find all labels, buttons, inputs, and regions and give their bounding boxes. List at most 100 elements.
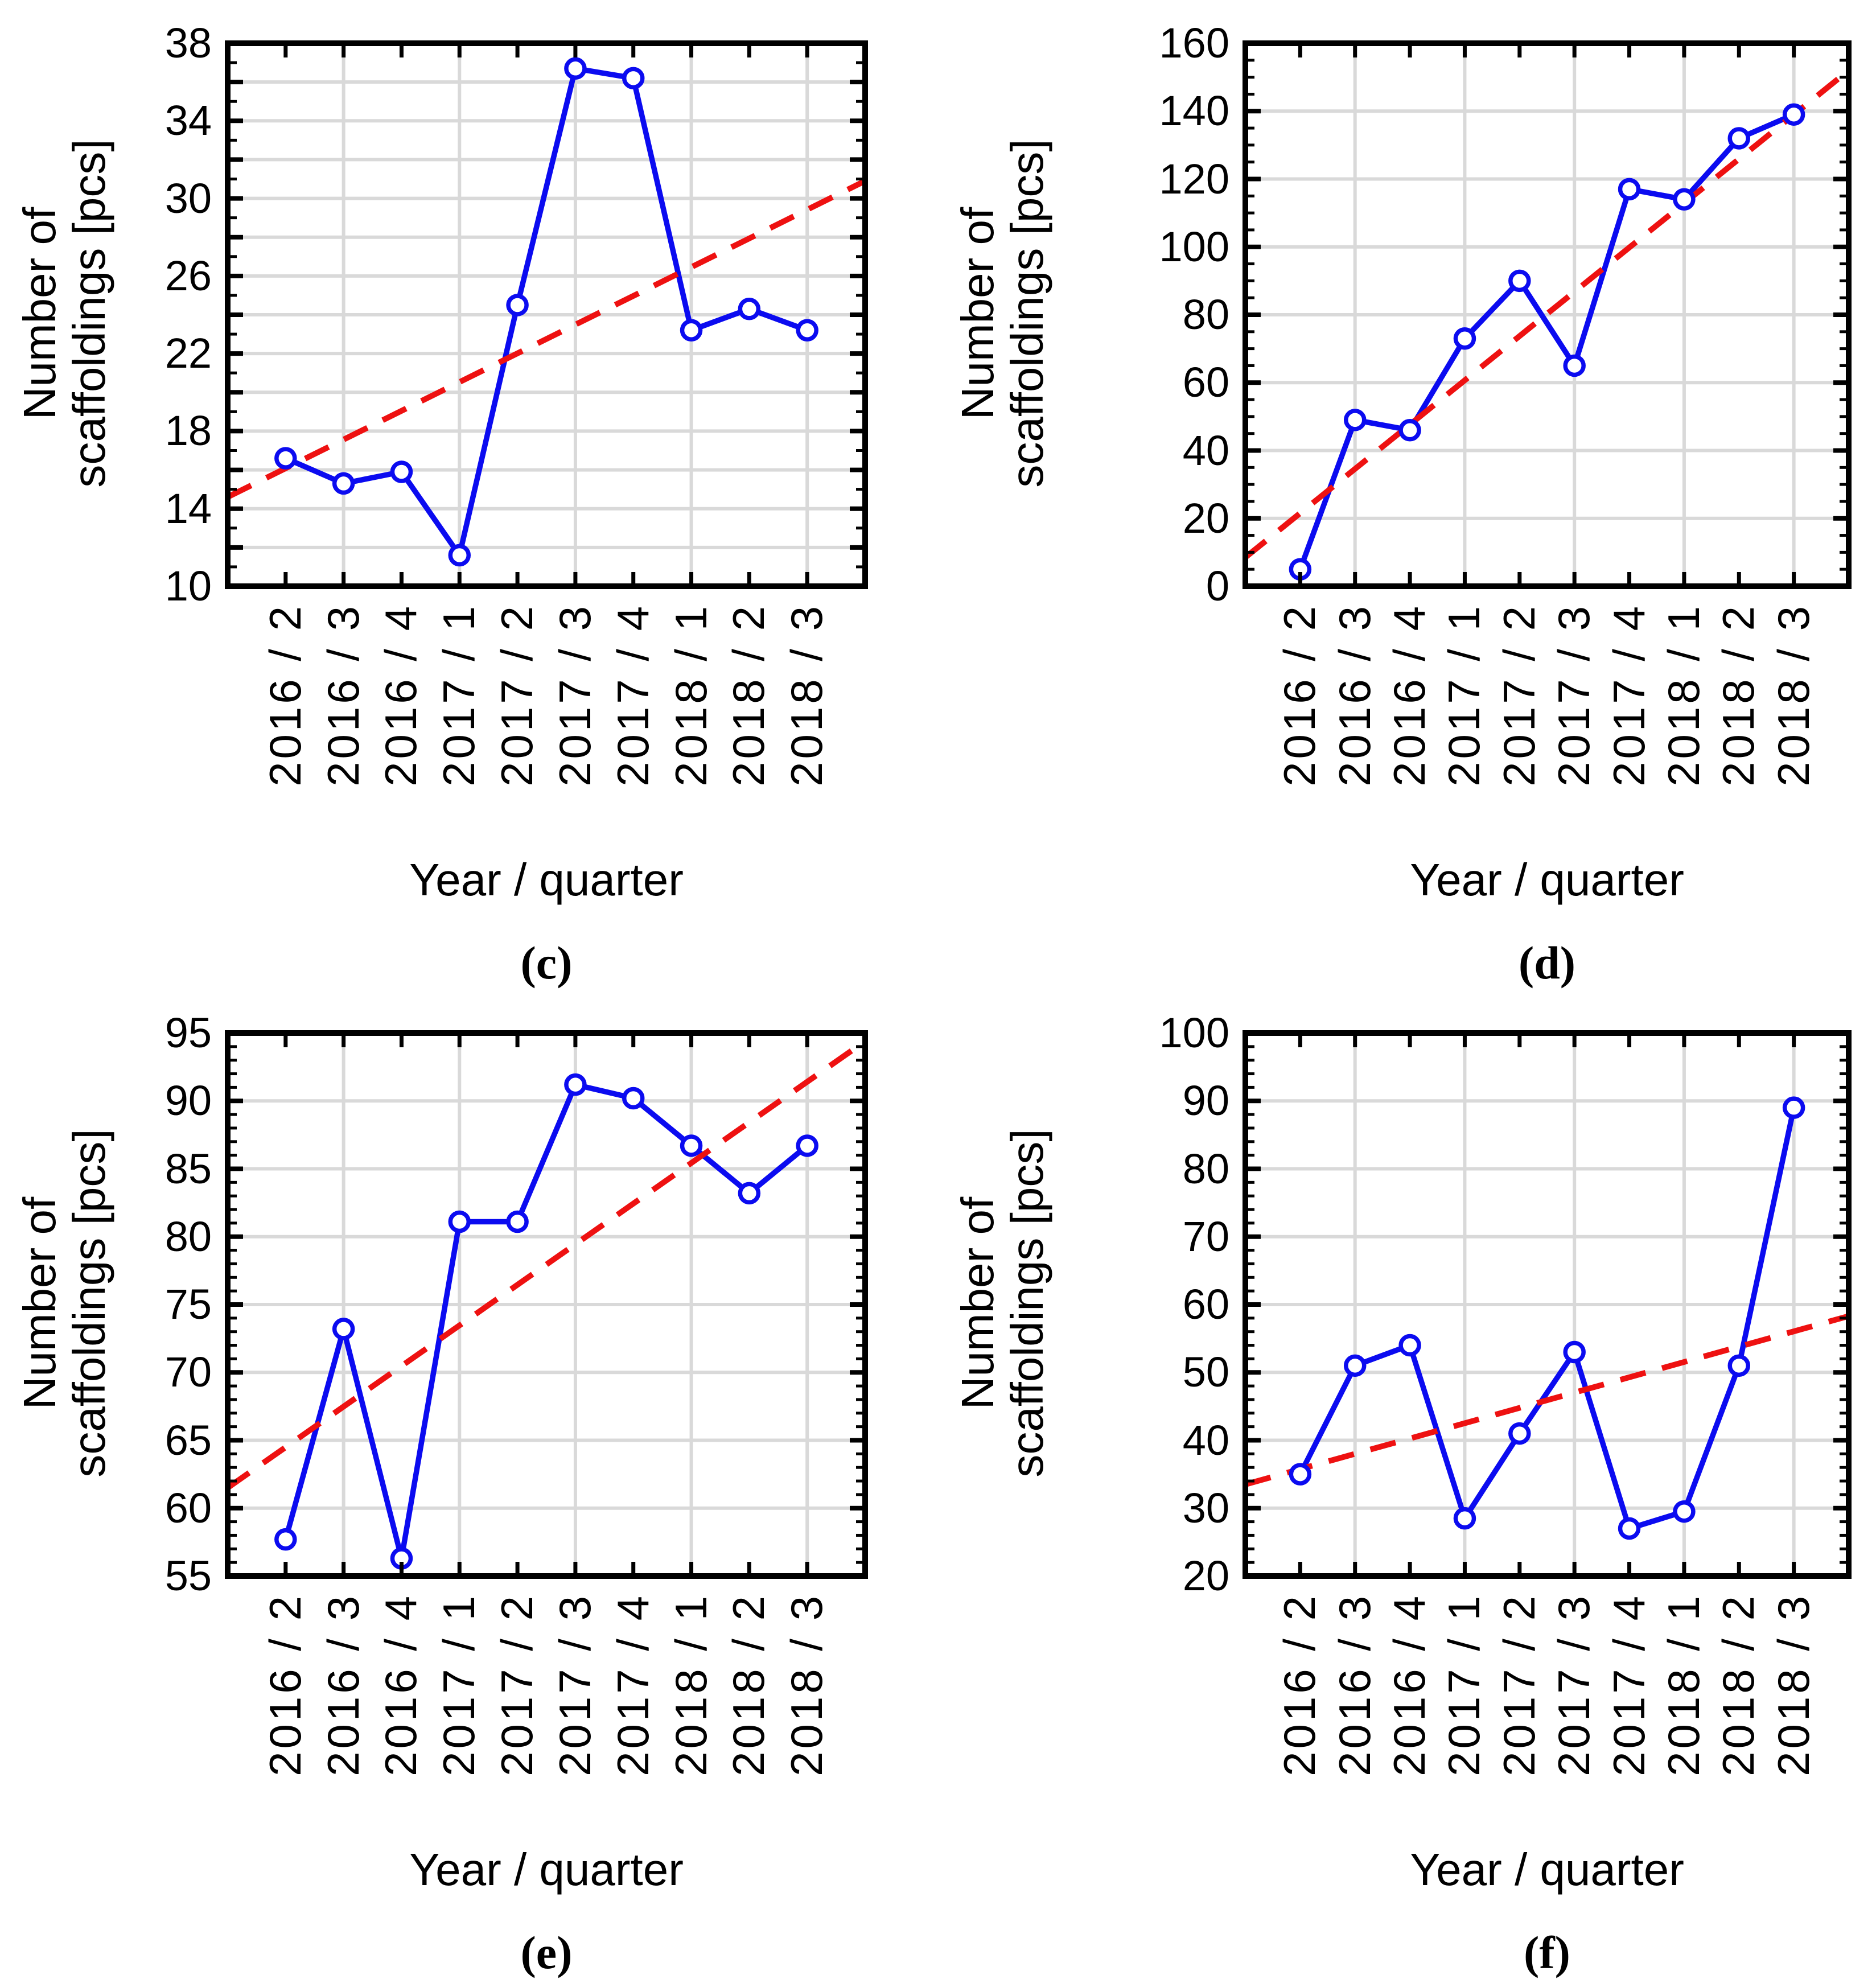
data-point-marker (448, 544, 471, 567)
y-tick-label: 90 (164, 1077, 212, 1125)
x-tick-label: 2018 / 3 (781, 1593, 832, 1776)
data-point-marker (448, 1210, 471, 1233)
data-point-marker (622, 67, 645, 90)
x-tick-label: 2017 / 3 (549, 603, 600, 787)
x-tick-label: 2017 / 3 (1549, 603, 1599, 787)
data-point-marker (738, 298, 761, 320)
y-axis-title-line2: scaffoldings [pcs] (1002, 139, 1052, 488)
data-point-marker (274, 1528, 297, 1551)
chart-canvas-d (1243, 40, 1852, 589)
x-tick-label: 2018 / 1 (1658, 1593, 1709, 1776)
y-tick-label: 95 (164, 1009, 212, 1056)
chart-panel-c: Number of scaffoldings [pcs] Year / quar… (0, 0, 938, 990)
y-tick-label: 60 (1182, 359, 1229, 406)
x-tick-label: 2016 / 3 (318, 1593, 368, 1776)
data-point-marker (796, 319, 818, 342)
x-tick-label: 2017 / 1 (434, 603, 484, 787)
plot-frame (225, 40, 868, 589)
y-tick-label: 80 (164, 1212, 212, 1260)
x-tick-label: 2016 / 4 (376, 1593, 426, 1776)
x-tick-label: 2018 / 3 (1768, 603, 1819, 787)
y-axis-title-line1: Number of (952, 1196, 1003, 1410)
y-axis-title-line1: Number of (14, 207, 65, 420)
y-tick-label: 20 (1182, 494, 1229, 542)
y-tick-label: 34 (164, 97, 212, 145)
x-tick-label: 2017 / 2 (1494, 1593, 1544, 1776)
x-tick-label: 2017 / 1 (434, 1593, 484, 1776)
y-tick-label: 60 (164, 1484, 212, 1532)
y-tick-label: 160 (1159, 19, 1229, 67)
trend-line (226, 178, 867, 500)
chart-panel-f: Number of scaffoldings [pcs] Year / quar… (938, 990, 1876, 1979)
x-axis-title: Year / quarter (409, 854, 684, 905)
x-axis-title: Year / quarter (1410, 854, 1684, 905)
y-tick-label: 10 (164, 562, 212, 610)
data-point-marker (506, 1210, 529, 1233)
y-tick-label: 30 (1182, 1484, 1229, 1532)
y-tick-label: 90 (1182, 1077, 1229, 1125)
chart-canvas-e (225, 1030, 868, 1579)
data-point-marker (332, 472, 355, 495)
x-tick-label: 2016 / 4 (1384, 1593, 1435, 1776)
x-tick-label: 2017 / 2 (1494, 603, 1544, 787)
x-tick-label: 2016 / 2 (1274, 1593, 1325, 1776)
x-tick-label: 2016 / 2 (260, 1593, 310, 1776)
y-tick-label: 18 (164, 407, 212, 455)
data-point-marker (1398, 1334, 1421, 1357)
y-tick-label: 70 (164, 1348, 212, 1396)
x-axis-title: Year / quarter (409, 1844, 684, 1895)
data-point-marker (1343, 1354, 1367, 1377)
panel-caption-d: (d) (1518, 937, 1576, 989)
data-point-marker (1398, 418, 1421, 442)
x-tick-label: 2017 / 2 (492, 1593, 542, 1776)
trend-line (1244, 1313, 1850, 1487)
data-point-marker (1782, 1096, 1805, 1119)
data-point-marker (1727, 1354, 1751, 1377)
x-tick-label: 2017 / 4 (1603, 603, 1654, 787)
data-point-marker (680, 319, 703, 342)
plot-frame (225, 1030, 868, 1579)
y-tick-label: 26 (164, 252, 212, 299)
y-tick-label: 60 (1182, 1281, 1229, 1328)
chart-canvas-f (1243, 1030, 1852, 1579)
panel-caption-f: (f) (1524, 1927, 1570, 1978)
data-point-marker (738, 1182, 761, 1205)
y-tick-label: 20 (1182, 1552, 1229, 1599)
y-tick-label: 50 (1182, 1348, 1229, 1396)
y-tick-label: 85 (164, 1145, 212, 1192)
y-tick-label: 65 (164, 1416, 212, 1464)
x-tick-label: 2018 / 1 (1658, 603, 1709, 787)
data-point-marker (564, 1073, 587, 1096)
data-line (283, 1081, 809, 1561)
x-tick-label: 2018 / 2 (1713, 1593, 1764, 1776)
x-tick-label: 2016 / 4 (376, 603, 426, 787)
data-point-marker (1782, 103, 1805, 126)
data-point-marker (1508, 1422, 1531, 1445)
chart-panel-e: Number of scaffoldings [pcs] Year / quar… (0, 990, 938, 1979)
y-tick-label: 40 (1182, 426, 1229, 474)
y-tick-label: 100 (1159, 1009, 1229, 1056)
x-tick-label: 2016 / 2 (260, 603, 310, 787)
x-tick-label: 2018 / 3 (781, 603, 832, 787)
chart-canvas-c (225, 40, 868, 589)
data-line (284, 65, 808, 558)
trend-line (226, 1039, 867, 1491)
data-point-marker (390, 460, 413, 483)
data-point-marker (1727, 127, 1751, 150)
y-axis-title-line2: scaffoldings [pcs] (1002, 1129, 1052, 1478)
x-tick-label: 2016 / 2 (1274, 603, 1325, 787)
x-tick-label: 2018 / 3 (1768, 1593, 1819, 1776)
data-point-marker (1453, 1507, 1476, 1530)
x-tick-label: 2017 / 4 (1603, 1593, 1654, 1776)
y-tick-label: 80 (1182, 1145, 1229, 1192)
y-tick-label: 55 (164, 1552, 212, 1599)
data-point-marker (274, 447, 297, 470)
y-tick-label: 70 (1182, 1212, 1229, 1260)
y-tick-label: 22 (164, 330, 212, 377)
y-tick-label: 140 (1159, 87, 1229, 135)
data-point-marker (1673, 1500, 1696, 1523)
chart-panel-d: Number of scaffoldings [pcs] Year / quar… (938, 0, 1876, 990)
y-axis-title-line1: Number of (952, 207, 1003, 420)
x-tick-label: 2017 / 3 (549, 1593, 600, 1776)
